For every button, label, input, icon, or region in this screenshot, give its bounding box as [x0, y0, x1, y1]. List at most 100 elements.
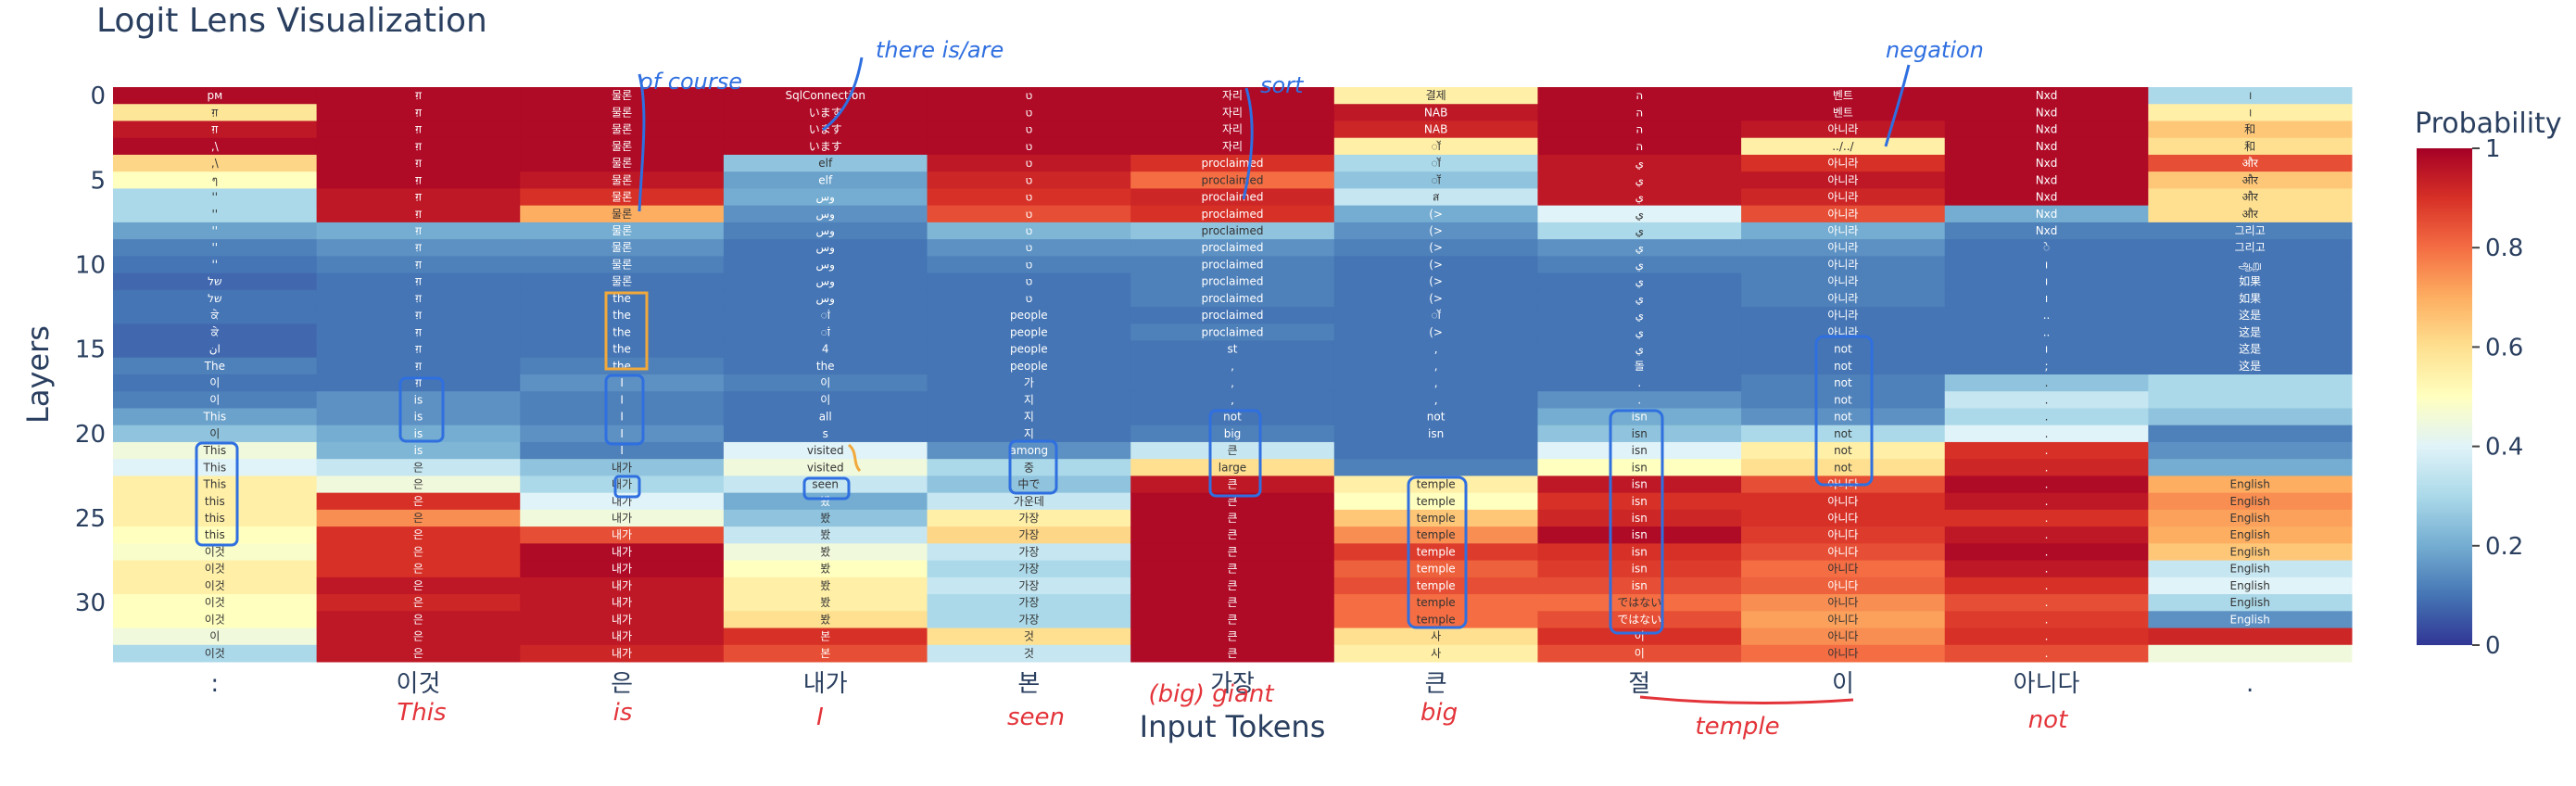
cell-label: 如果 [2239, 274, 2261, 288]
heatmap-cell [113, 273, 318, 291]
heatmap-cell [723, 391, 928, 409]
heatmap-cell [316, 425, 521, 443]
cell-label: the [612, 292, 631, 305]
heatmap-cell [927, 509, 1131, 527]
cell-label: 자리 [1222, 140, 1243, 153]
heatmap-cell [1944, 509, 2149, 527]
cell-label: 이 [209, 427, 220, 440]
heatmap-cell [1130, 137, 1335, 156]
cell-label: . [1637, 376, 1641, 389]
cell-label: 내가 [612, 478, 632, 491]
heatmap-cell [1537, 594, 1742, 612]
cell-label: proclaimed [1202, 224, 1264, 237]
cell-label: 은 [413, 613, 423, 626]
heatmap-cell [1741, 323, 1946, 342]
cell-label: . [2045, 563, 2049, 576]
colorbar [2417, 148, 2472, 645]
colorbar-tick-label: 0.4 [2485, 434, 2523, 462]
cell-label: I [620, 427, 624, 440]
cell-label: seen [812, 478, 839, 491]
cell-label: 내가 [612, 630, 632, 643]
cell-label: ي [1635, 258, 1644, 271]
cell-label: 물론 [612, 157, 632, 170]
cell-label: 가 [1024, 376, 1034, 389]
chart-title: Logit Lens Visualization [96, 2, 487, 40]
cell-label: I [620, 393, 624, 406]
cell-label: 가운데 [1014, 495, 1044, 508]
cell-label: ט [1025, 208, 1032, 221]
cell-label: של [208, 275, 221, 288]
cell-label: ग़ [415, 376, 422, 389]
cell-label: ט [1025, 106, 1032, 119]
heatmap-cell [2148, 526, 2353, 544]
heatmap-cell [520, 577, 725, 595]
cell-label: . [2045, 411, 2049, 424]
heatmap-cell [1130, 374, 1335, 392]
y-axis-ticks: 0 5 10 15 20 25 30 [75, 82, 106, 617]
heatmap-cell [113, 374, 318, 392]
cell-label: 벤트 [1833, 106, 1853, 119]
y-tick-label: 30 [75, 590, 106, 617]
cell-label: ט [1025, 89, 1032, 102]
cell-label: , [1434, 376, 1438, 389]
cell-label: 큰 [1227, 444, 1237, 457]
heatmap-cell [520, 222, 725, 240]
heatmap-cell [1537, 205, 1742, 223]
heatmap-cell [723, 256, 928, 274]
cell-label: 아니다 [1827, 563, 1858, 576]
colorbar-tick-label: 0.6 [2485, 334, 2523, 361]
heatmap-cell [1537, 87, 1742, 105]
heatmap-cell [1537, 323, 1742, 342]
cell-label: elf [818, 157, 833, 170]
heatmap-cell [316, 644, 521, 663]
cell-label: 내가 [612, 647, 632, 660]
heatmap-cell [1537, 154, 1742, 172]
cell-label: 자리 [1222, 123, 1243, 136]
heatmap-cell [1130, 239, 1335, 257]
cell-label: 这是 [2239, 359, 2261, 373]
heatmap-cell [1537, 188, 1742, 207]
cell-label: (> [1429, 275, 1443, 288]
cell-label: proclaimed [1202, 292, 1264, 305]
cell-label: 아니다 [1827, 613, 1858, 626]
cell-label: temple [1417, 528, 1456, 541]
heatmap-cell [316, 289, 521, 308]
heatmap-cell [1741, 289, 1946, 308]
cell-label: not [1834, 427, 1852, 440]
cell-label: وس [816, 208, 835, 222]
heatmap-cell [1741, 644, 1946, 663]
cell-label: is [414, 393, 423, 406]
annotation-box [604, 374, 645, 446]
heatmap-cell [1333, 526, 1538, 544]
cell-label: this [205, 495, 225, 508]
heatmap-cell [723, 104, 928, 121]
heatmap-cell [1741, 408, 1946, 426]
cell-label: 은 [413, 647, 423, 660]
cell-label: .. [2043, 309, 2051, 322]
heatmap-cell [1333, 425, 1538, 443]
heatmap-cell [113, 154, 318, 172]
cell-label: people [1010, 309, 1048, 322]
heatmap-cell [927, 459, 1131, 476]
heatmap-cell [113, 475, 318, 494]
cell-label: 본 [820, 630, 830, 643]
annotation-box [1208, 409, 1262, 498]
heatmap-cell [113, 408, 318, 426]
heatmap-cell [113, 120, 318, 139]
heatmap-cell [520, 323, 725, 342]
heatmap-cell [1944, 459, 2149, 476]
colorbar-tick-label: 0 [2485, 632, 2501, 660]
heatmap-cell [2148, 171, 2353, 189]
heatmap-cell [1944, 391, 2149, 409]
heatmap-cell [520, 239, 725, 257]
cell-label: 가장 [1018, 545, 1039, 558]
heatmap-cell [1130, 171, 1335, 189]
x-tick-label: 큰 [1425, 670, 1447, 698]
heatmap-cell [316, 526, 521, 544]
colorbar-tick-label: 1 [2485, 135, 2501, 163]
cell-label: 그리고 [2235, 224, 2266, 237]
cell-label: Nxd [2036, 89, 2058, 102]
translation-label: big [1421, 699, 1458, 727]
heatmap-cell [1333, 644, 1538, 663]
heatmap-cell [1130, 492, 1335, 511]
